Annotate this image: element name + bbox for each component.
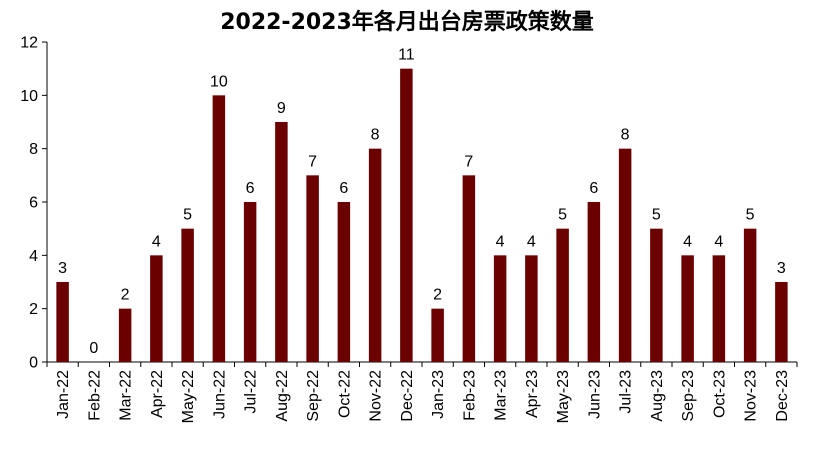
bars: [56, 68, 788, 363]
x-tick-label: Oct-22: [336, 370, 353, 418]
bar-value-label: 3: [777, 260, 786, 277]
x-tick-label: Apr-22: [149, 370, 166, 418]
bar: [556, 228, 569, 362]
x-tick-label: Jul-23: [618, 370, 635, 414]
x-tick-label: Mar-23: [493, 370, 510, 421]
x-tick-label: Mar-22: [118, 370, 135, 421]
x-tick-label: Jun-23: [586, 370, 603, 419]
bar: [712, 255, 726, 362]
bar-value-label: 10: [210, 73, 228, 90]
x-tick-label: Nov-23: [743, 370, 760, 422]
chart-title: 2022-2023年各月出台房票政策数量: [220, 10, 594, 35]
x-tick-label: Nov-22: [368, 370, 385, 422]
x-tick-label: Dec-23: [774, 370, 791, 422]
bar: [650, 228, 663, 362]
bar-value-label: 4: [527, 233, 536, 250]
bar-value-label: 5: [746, 207, 755, 224]
bar: [743, 228, 757, 362]
bar: [118, 308, 132, 362]
bar: [525, 255, 538, 362]
bar-value-label: 5: [183, 207, 192, 224]
bar-value-label: 4: [152, 233, 161, 250]
x-axis: Jan-22 Feb-22 Mar-22 Apr-22 May-22 Jun-22 Jul-…: [46, 361, 798, 423]
x-tick-label: Dec-22: [399, 370, 416, 422]
y-tick-label: 12: [20, 35, 38, 52]
x-tick-label: Aug-22: [274, 370, 291, 422]
x-tick-label: Sep-22: [305, 370, 322, 422]
bar-value-label: 6: [339, 180, 348, 197]
bar-value-label: 4: [714, 233, 723, 250]
x-tick-label: Apr-23: [524, 370, 541, 418]
bar-value-label: 0: [89, 340, 98, 357]
bar: [150, 255, 163, 362]
x-tick-label: Jan-23: [430, 370, 447, 419]
x-tick-label: Sep-23: [680, 370, 697, 422]
bar-value-label: 9: [277, 100, 286, 117]
x-tick-label: Oct-23: [711, 370, 728, 418]
y-tick-label: 10: [20, 88, 38, 105]
y-tick-label: 4: [29, 248, 38, 265]
bar: [400, 68, 413, 363]
bar: [56, 282, 69, 362]
y-tick-label: 2: [29, 301, 38, 318]
bar: [493, 255, 507, 362]
x-tick-label: Aug-23: [649, 370, 666, 422]
x-tick-label: Feb-23: [461, 370, 478, 421]
bar-value-label: 8: [621, 127, 630, 144]
bar-value-label: 7: [464, 153, 473, 170]
bar-value-label: 8: [371, 127, 380, 144]
x-tick-label: Jun-22: [211, 370, 228, 419]
bar: [681, 255, 694, 362]
bar: [243, 202, 257, 362]
bar: [212, 95, 226, 362]
bar-value-label: 5: [558, 207, 567, 224]
bar: [368, 148, 382, 362]
bar-value-label: 11: [398, 47, 415, 64]
x-tick-label: Jan-22: [55, 370, 72, 419]
x-tick-label: May-22: [180, 370, 197, 423]
bar: [462, 175, 476, 362]
bar-value-label: 7: [308, 153, 317, 170]
x-tick-label: May-23: [555, 370, 572, 423]
y-tick-label: 0: [29, 355, 38, 372]
bar: [618, 148, 632, 362]
bar: [587, 202, 601, 362]
bar-value-label: 6: [589, 180, 598, 197]
data-labels: 3 0 2 4 5 10 6 9 7 6 8 11 2 7 4 4 5 6 8 5 4 4 5 3: [58, 47, 786, 357]
x-tick-label: Feb-22: [86, 370, 103, 421]
bar-value-label: 4: [683, 233, 692, 250]
bar: [431, 308, 444, 362]
y-axis: 0 2 4 6 8 10 12: [20, 35, 48, 372]
bar-value-label: 6: [246, 180, 255, 197]
y-tick-label: 8: [29, 141, 38, 158]
bar-value-label: 2: [433, 287, 442, 304]
bar: [181, 228, 194, 362]
bar-value-label: 2: [121, 287, 130, 304]
bar: [275, 122, 288, 362]
bar: [337, 202, 351, 362]
bar-value-label: 4: [496, 233, 505, 250]
bar: [775, 282, 788, 362]
y-tick-label: 6: [29, 195, 38, 212]
bar-value-label: 5: [652, 207, 661, 224]
x-tick-label: Jul-22: [243, 370, 260, 414]
bar-value-label: 3: [58, 260, 67, 277]
bar: [306, 175, 319, 362]
